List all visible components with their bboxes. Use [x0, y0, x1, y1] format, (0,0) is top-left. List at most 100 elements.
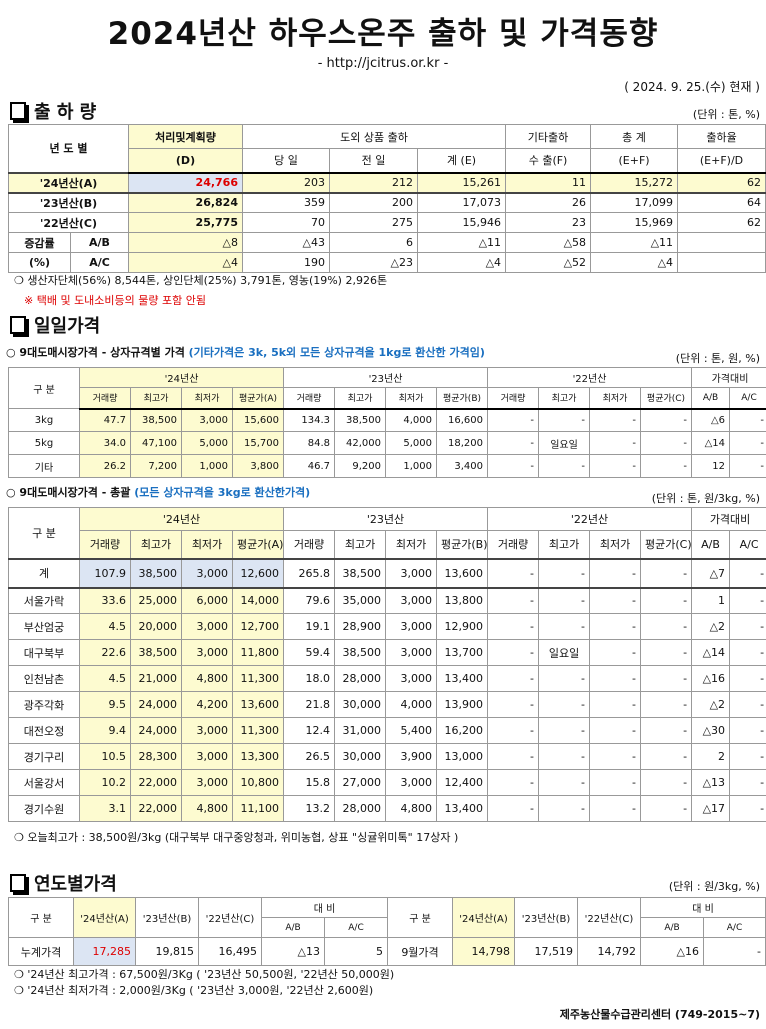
table-cell: 13,400 [436, 665, 489, 692]
table-cell: 24,000 [130, 717, 182, 744]
table-cell: 21.8 [283, 691, 336, 718]
table-cell: △11 [416, 232, 507, 253]
table-cell: 134.3 [283, 408, 335, 432]
table-cell: - [640, 408, 692, 432]
header-other: 기타출하 [505, 124, 592, 149]
header-compare: 가격대비 [691, 507, 766, 531]
header-col: 평균가(B) [436, 387, 488, 410]
table-cell: 15,946 [416, 212, 507, 233]
table-cell: - [729, 557, 766, 589]
table-cell: - [729, 454, 766, 478]
header-col: 최저가 [589, 530, 642, 559]
caption-blue: (모든 상자규격을 3kg로 환산한가격) [134, 486, 311, 499]
caption-text: ○ 9대도매시장가격 - 상자규격별 가격 [6, 346, 189, 359]
table-cell: 1 [691, 587, 731, 614]
table-row: 기타 26.2 7,200 1,000 3,800 46.7 9,200 1,000 3,400… [8, 454, 766, 478]
table-row: '24년산(A) 24,766 203 212 15,261 11 15,272 62 [8, 171, 766, 194]
table-cell: 25,000 [130, 587, 182, 614]
table-cell: 3,000 [181, 408, 233, 432]
table-cell: 27,000 [334, 769, 387, 796]
table-cell: - [729, 743, 766, 770]
table-cell: - [589, 665, 642, 692]
table-cell: - [729, 691, 766, 718]
table-cell: 14,000 [231, 587, 285, 614]
table-cell: - [487, 557, 540, 589]
header-col: 최저가 [589, 387, 641, 410]
header-y24: '24년산 [79, 367, 284, 388]
table-cell: 275 [329, 212, 418, 233]
table-cell: 47.7 [79, 408, 131, 432]
table-cell: - [729, 769, 766, 796]
table-cell: 70 [242, 212, 330, 233]
header-outside: 도외 상품 출하 [241, 124, 507, 149]
table-cell: - [729, 665, 766, 692]
table-cell: - [640, 431, 692, 455]
table-cell: - [729, 717, 766, 744]
table-cell: 15.8 [283, 769, 336, 796]
table-cell: 22,000 [130, 769, 182, 796]
table-cell: 42,000 [334, 431, 386, 455]
table-cell: △4 [128, 252, 243, 273]
table-cell: 11,300 [231, 717, 285, 744]
header-plan: 처리및계획량 [128, 124, 243, 149]
header-sum: 계 (E) [416, 148, 507, 174]
table-cell: 46.7 [283, 454, 335, 478]
section-title: 출 하 량 [34, 102, 97, 123]
table-cell: - [589, 431, 641, 455]
table-cell: - [589, 557, 642, 589]
table-cell: - [487, 795, 540, 822]
table-cell: 14,792 [577, 937, 641, 966]
table-cell: 13,400 [436, 795, 489, 822]
header-gubun: 구 분 [8, 507, 80, 559]
report-date: ( 2024. 9. 25.(수) 현재 ) [624, 80, 760, 94]
site-url[interactable]: - http://jcitrus.or.kr - [317, 56, 449, 71]
table-cell: 33.6 [79, 587, 131, 614]
table-cell: 4,800 [181, 795, 233, 822]
header-gubun: 구 분 [8, 897, 74, 938]
table-cell: 23 [505, 212, 592, 233]
header-col: 최고가 [130, 530, 182, 559]
table-cell: - [589, 587, 642, 614]
row-label: 기타 [8, 454, 80, 478]
table-cell: 일요일 [538, 639, 591, 666]
header-y24: '24년산 [78, 507, 285, 531]
table-cell: 24,000 [130, 691, 182, 718]
table-cell: 3,000 [181, 769, 233, 796]
header-col: 최고가 [538, 530, 591, 559]
table-cell: 21,000 [130, 665, 182, 692]
table-cell: 34.0 [79, 431, 131, 455]
table-cell: 5 [324, 937, 388, 966]
table-cell: 3.1 [79, 795, 131, 822]
table-cell: △14 [691, 431, 730, 455]
table-cell: - [640, 613, 693, 640]
header-y22: '22년산 [487, 507, 693, 531]
table-cell: 15,969 [590, 212, 679, 233]
table-cell: △43 [242, 232, 330, 253]
table-cell: △13 [691, 769, 731, 796]
table-cell: - [589, 408, 641, 432]
top-price-note: ❍ 오늘최고가 : 38,500원/3kg (대구북부 대구중앙청과, 위미농협… [14, 831, 459, 844]
table-cell: 30,000 [334, 691, 387, 718]
table-cell: 203 [242, 171, 330, 194]
table-cell: - [538, 454, 590, 478]
header-rate-sub: (E+F)/D [677, 148, 766, 174]
checkbox-square-icon [10, 316, 26, 334]
market-total-table: 구 분 '24년산 '23년산 '22년산 가격대비 거래량 최고가 최저가 평균가(A) 거래량… [8, 507, 766, 822]
table-cell: 64 [677, 192, 766, 213]
section-shipment-heading: 출 하 량 [10, 98, 96, 124]
table-cell: 265.8 [283, 557, 336, 589]
table-cell: 79.6 [283, 587, 336, 614]
table-cell: 10,800 [231, 769, 285, 796]
header-col: 최고가 [334, 530, 387, 559]
unit-label: (단위 : 톤, 원, %) [675, 352, 760, 365]
table-cell: 3,000 [385, 665, 438, 692]
table-cell: 19,815 [135, 937, 199, 966]
table-cell: - [640, 717, 693, 744]
header-col: 거래량 [79, 387, 131, 410]
table-cell: 15,261 [416, 171, 507, 194]
header-col: A/B [691, 387, 730, 410]
table-cell: 17,099 [590, 192, 679, 213]
header-col: 평균가(C) [640, 530, 693, 559]
table-cell: 62 [677, 212, 766, 233]
row-label: 계 [8, 557, 80, 589]
